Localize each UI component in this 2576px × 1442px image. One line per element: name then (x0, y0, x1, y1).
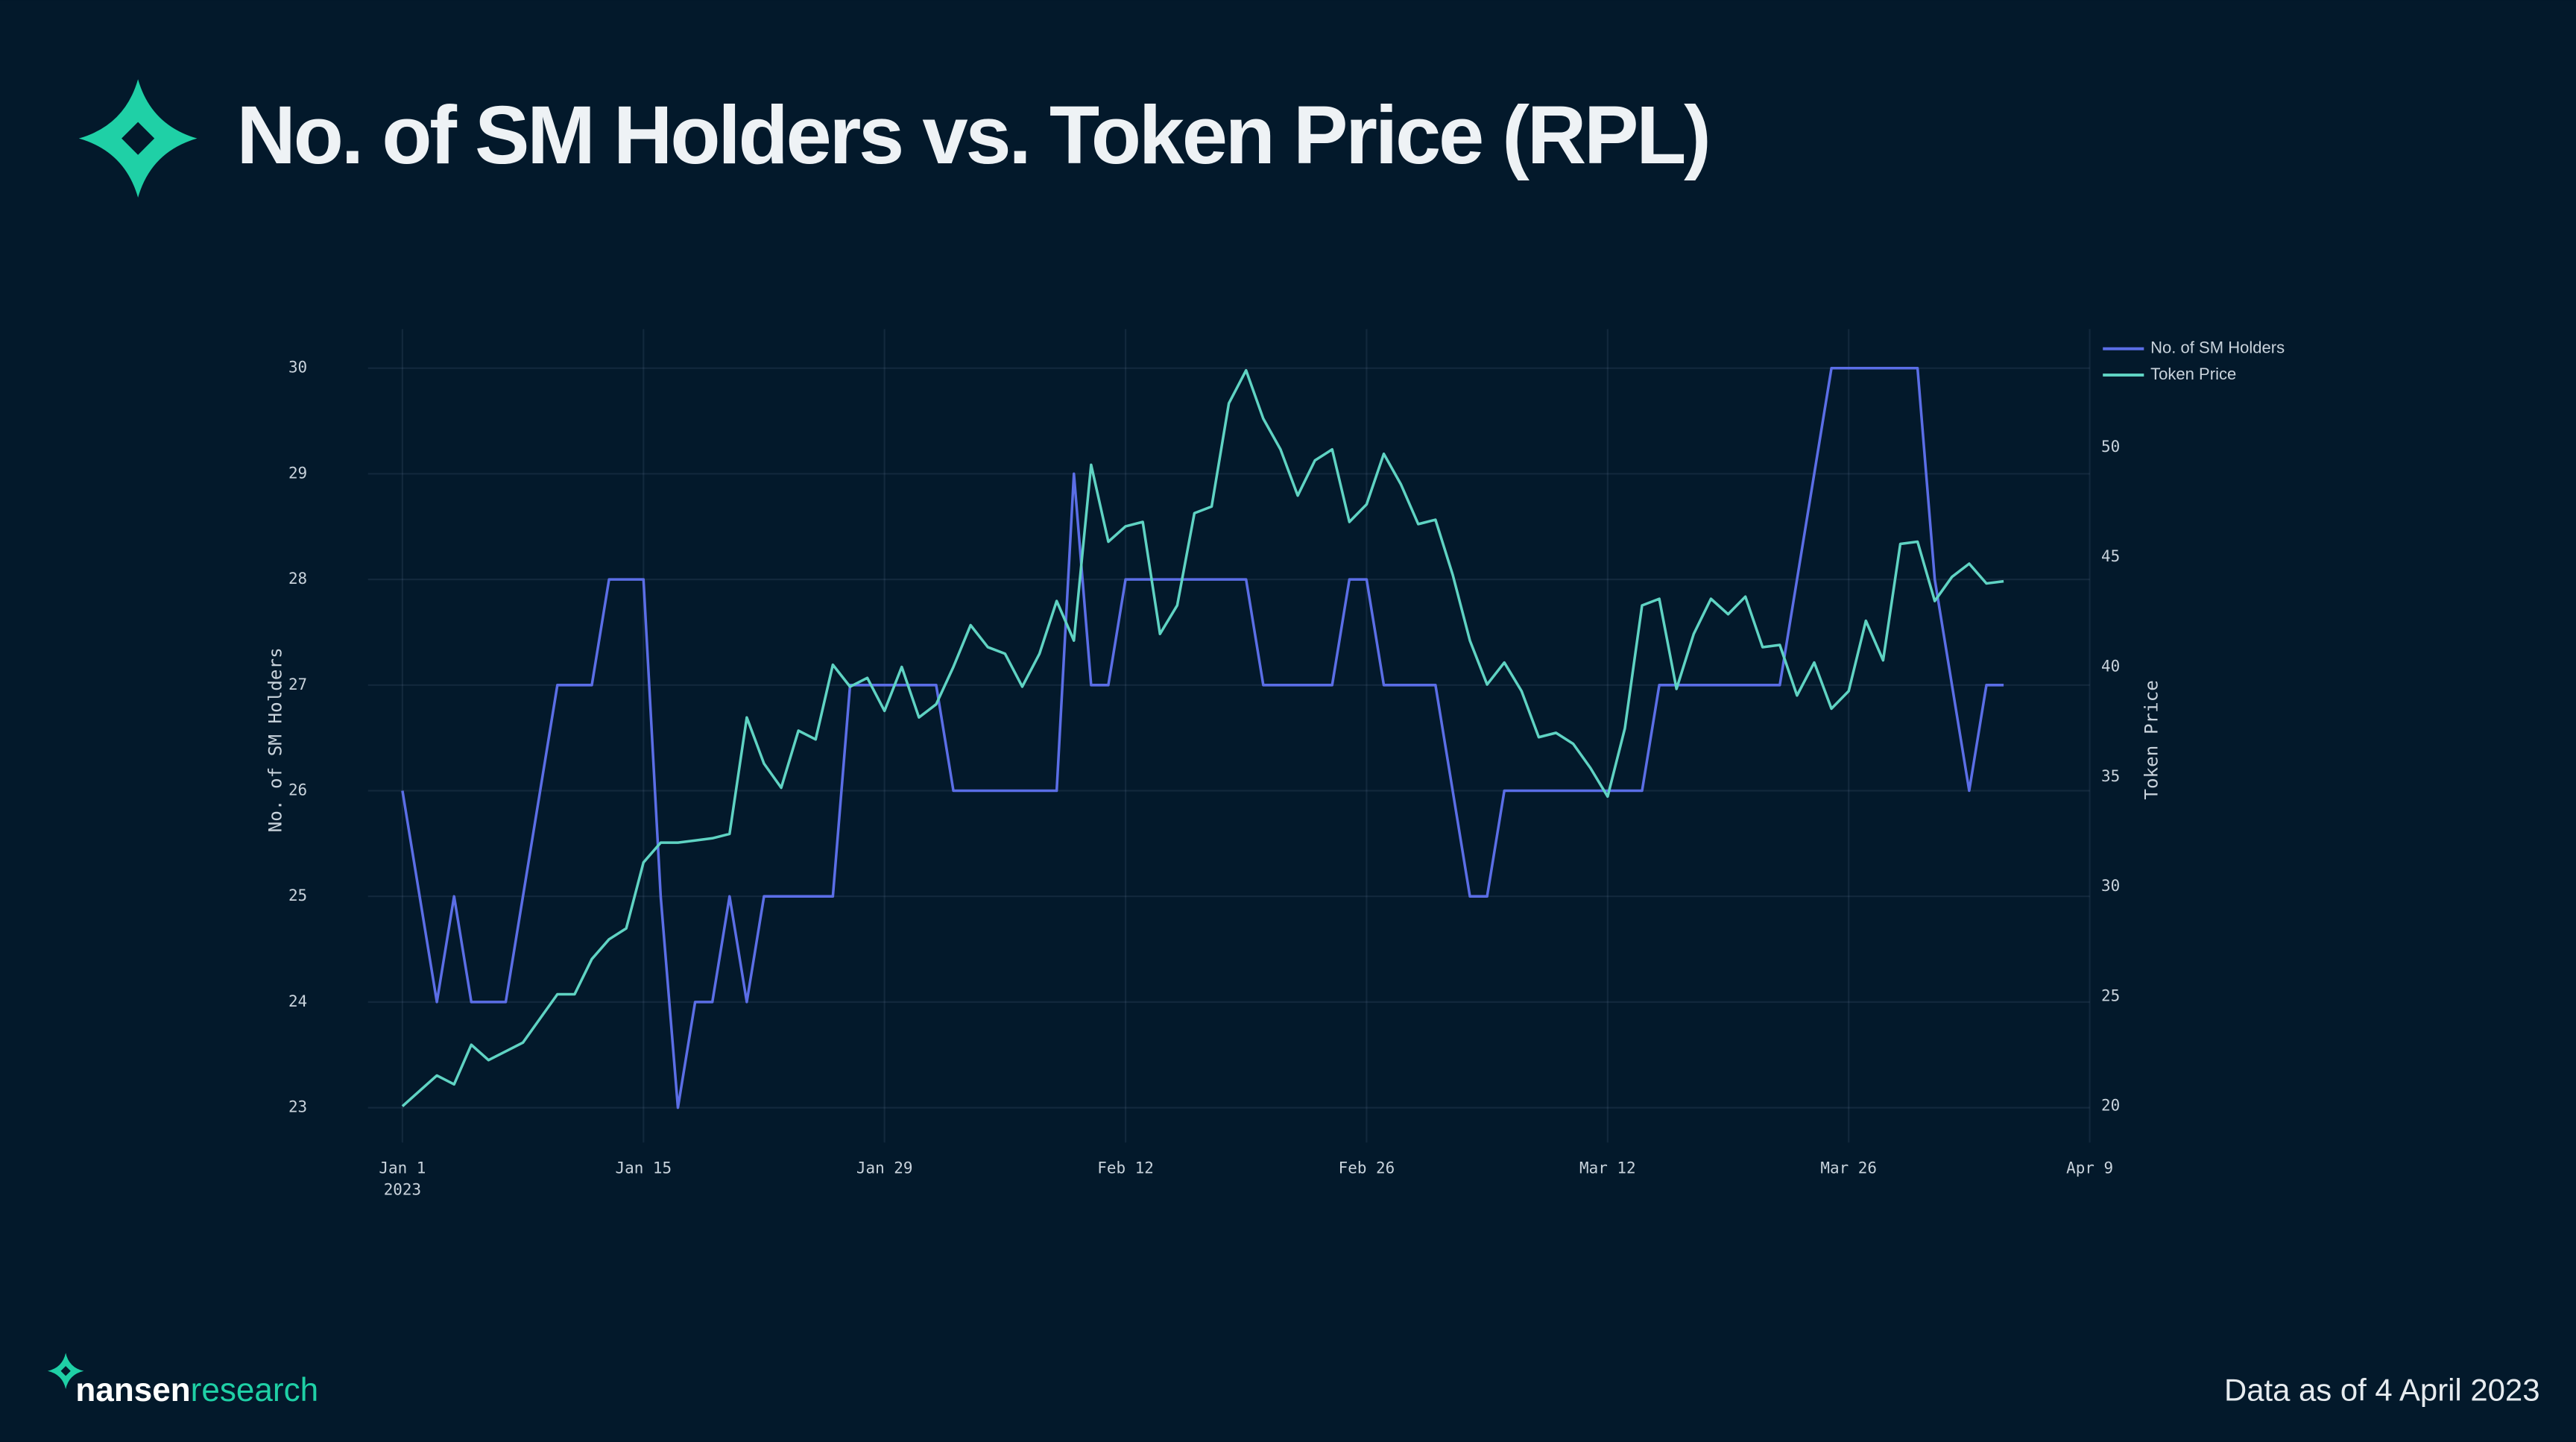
x-tick-label: Mar 26 (1820, 1159, 1877, 1177)
y2-tick-label: 45 (2101, 547, 2120, 565)
legend-label: Token Price (2150, 365, 2236, 383)
x-tick-label: Feb 26 (1339, 1159, 1395, 1177)
x-tick-label: Mar 12 (1579, 1159, 1636, 1177)
footer-note: Data as of 4 April 2023 (2224, 1372, 2540, 1407)
footer-brand-suffix: research (191, 1372, 319, 1408)
y2-tick-label: 30 (2101, 877, 2120, 895)
y-tick-label: 24 (288, 992, 307, 1010)
y2-tick-label: 35 (2101, 767, 2120, 785)
y2-tick-label: 25 (2101, 986, 2120, 1004)
legend-label: No. of SM Holders (2150, 339, 2285, 357)
y-tick-label: 27 (288, 676, 307, 693)
x-tick-label: Jan 29 (856, 1159, 913, 1177)
y2-tick-label: 20 (2101, 1097, 2120, 1115)
series-line (401, 368, 2004, 1108)
y-tick-label: 26 (288, 781, 307, 799)
y-tick-label: 25 (288, 887, 307, 904)
x-year-label: 2023 (384, 1180, 421, 1198)
chart-title: No. of SM Holders vs. Token Price (RPL) (236, 89, 1708, 181)
logo (78, 79, 198, 198)
y-axis-title: No. of SM Holders (264, 647, 285, 832)
y2-tick-label: 40 (2101, 657, 2120, 675)
x-tick-label: Jan 15 (616, 1159, 672, 1177)
y-tick-label: 29 (288, 464, 307, 482)
x-tick-label: Feb 12 (1097, 1159, 1154, 1177)
footer-logo (47, 1353, 84, 1389)
y2-tick-label: 50 (2101, 438, 2120, 456)
series-line (401, 366, 2004, 1109)
y-tick-label: 28 (288, 570, 307, 588)
x-tick-label: Jan 1 (379, 1159, 426, 1177)
y2-axis-title: Token Price (2140, 680, 2162, 800)
x-tick-label: Apr 9 (2066, 1159, 2113, 1177)
y-tick-label: 30 (288, 359, 307, 377)
footer-brand: nansen (75, 1372, 190, 1408)
y-tick-label: 23 (288, 1098, 307, 1116)
